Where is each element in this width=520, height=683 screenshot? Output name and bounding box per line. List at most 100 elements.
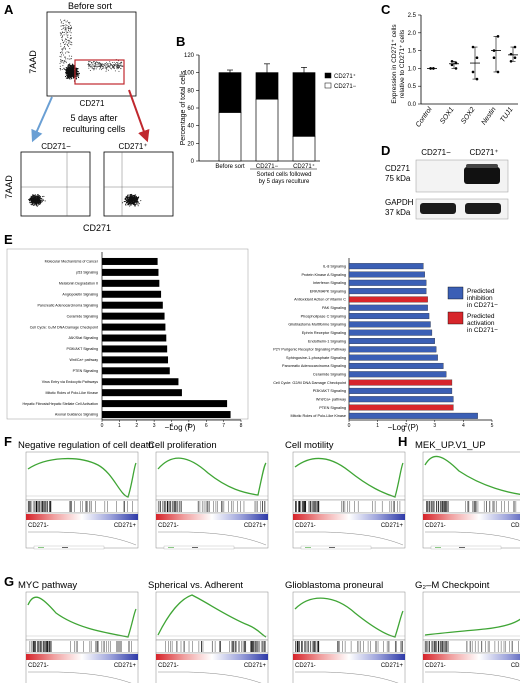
scatter-dot [76, 73, 78, 75]
scatter-dot [63, 31, 65, 33]
scatter-dot [65, 77, 68, 79]
scatter-dot [59, 65, 61, 67]
scatter-dot [38, 197, 40, 199]
scatter-dot [65, 41, 67, 43]
scatter-dot [132, 201, 134, 203]
c-category-labels: Control SOX1 SOX2 Nestin TUJ1 [415, 106, 515, 129]
scatter-dot [65, 30, 67, 32]
panel-a: Before sort 7AAD CD271 5 days after recu… [4, 1, 174, 233]
gsea-enrichment-curve [424, 455, 520, 495]
panel-label-g: G [4, 574, 14, 589]
e-left-category: Wnt/Ca+ pathway [70, 358, 99, 362]
e-right-bar [348, 396, 454, 403]
scatter-dot [89, 63, 91, 65]
e-left-xtick: 4 [170, 423, 173, 429]
b-category-labels: Before sort CD271− CD271⁺ [215, 163, 315, 170]
e-left-category: Axonal Guidance Signaling [55, 413, 98, 417]
scatter-dot [69, 63, 71, 65]
scatter-dot [39, 200, 41, 202]
e-left-category: Melatonin Degradation II [59, 282, 98, 286]
gsea-left-label: CD271- [425, 523, 446, 529]
scatter-dot [63, 44, 65, 46]
scatter-dot [114, 70, 116, 72]
scatter-dot [128, 201, 130, 203]
scatter-dot [62, 48, 64, 50]
scatter-dot [108, 63, 110, 65]
e-left-xtick: 8 [240, 423, 243, 429]
gsea-plot: MYC pathway CD271- CD271+ [18, 580, 139, 683]
scatter-dot [39, 198, 42, 200]
scatter-dot [70, 26, 72, 28]
gsea-enrichment-curve [294, 457, 404, 498]
scatter-dot [68, 63, 70, 65]
scatter-dot [64, 29, 66, 31]
e-legend-inhibition-swatch [447, 286, 464, 300]
scatter-dot [66, 35, 68, 37]
scatter-dot [38, 201, 41, 203]
scatter-dot [60, 61, 62, 63]
top-ylabel: 7AAD [28, 50, 38, 74]
scatter-dot [68, 30, 70, 32]
panel-label-c: C [381, 2, 391, 17]
scatter-dot [126, 201, 129, 203]
d-band-gapdh-neg [420, 203, 456, 214]
c-ytick-label: 2.5 [408, 13, 417, 19]
e-right-bar [348, 354, 438, 361]
gsea-left-label: CD271- [28, 663, 49, 669]
scatter-dot [131, 194, 133, 196]
scatter-dot [118, 64, 120, 66]
gsea-rank-bar [26, 514, 138, 520]
scatter-dot [72, 67, 75, 69]
scatter-dot [116, 68, 118, 70]
scatter-dot [100, 63, 102, 65]
scatter-dot [60, 22, 62, 24]
scatter-dot [91, 66, 93, 68]
scatter-dot [87, 63, 89, 65]
d-band-cd271 [464, 167, 500, 184]
scatter-dot [102, 65, 104, 67]
e-right-bar [348, 321, 431, 328]
e-right-xtick: 3 [433, 423, 436, 429]
gsea-right-label: CD271+ [114, 523, 137, 529]
e-legend-activation-swatch [447, 311, 464, 325]
scatter-dot [68, 66, 71, 68]
scatter-dot [101, 69, 103, 71]
gsea-hits [158, 501, 266, 512]
scatter-dot [36, 202, 38, 204]
scatter-dot [68, 40, 70, 42]
c-ytick-label: 1.0 [408, 66, 417, 72]
scatter-dot [64, 75, 67, 78]
panel-label-f: F [4, 434, 12, 449]
scatter-dot [102, 68, 104, 70]
scatter-dot [126, 198, 129, 200]
scatter-dot [134, 199, 136, 202]
scatter-dot [100, 63, 102, 65]
scatter-dot [105, 62, 107, 64]
scatter-dot [73, 75, 75, 78]
scatter-dot [112, 66, 114, 68]
scatter-dot [68, 63, 70, 66]
bottom-xlabel: CD271 [83, 223, 111, 233]
e-right-bar [348, 387, 453, 394]
e-right-bar [348, 346, 437, 353]
scatter-dot [61, 35, 63, 37]
gsea-metric-line [295, 531, 404, 546]
e-right-bar [348, 271, 425, 278]
gsea-title: Negative regulation of cell death [18, 440, 154, 451]
scatter-dot [109, 61, 111, 63]
scatter-dot [126, 199, 128, 202]
scatter-dot [33, 196, 35, 198]
scatter-dot [65, 27, 67, 29]
e-left-bar [102, 290, 162, 298]
scatter-dot [110, 65, 112, 67]
scatter-dot [67, 34, 69, 36]
scatter-dot [121, 62, 123, 64]
scatter-dot [37, 201, 39, 203]
gsea-left-label: CD271- [158, 663, 179, 669]
scatter-dot [39, 195, 41, 197]
scatter-dot [40, 198, 42, 200]
gsea-hits [424, 641, 519, 652]
scatter-dot [105, 67, 107, 69]
scatter-dot [61, 36, 63, 38]
scatter-dot [75, 68, 78, 70]
